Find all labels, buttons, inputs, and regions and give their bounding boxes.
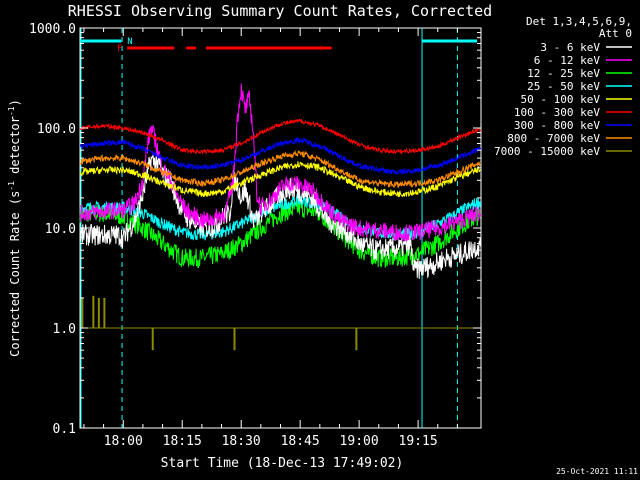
legend-label-300-800-kev: 300 - 800 keV — [514, 119, 600, 132]
series-group — [79, 83, 481, 351]
axes: 1000.0 100.0 10.0 1.0 0.1 18:00 18:15 18:30 18:4… — [29, 22, 481, 449]
legend-label-3-6-kev: 3 - 6 keV — [540, 41, 600, 54]
x-tick-label: 18:30 — [222, 434, 261, 449]
flag-bars: FN — [80, 28, 478, 428]
y-tick-label: 100.0 — [37, 122, 76, 137]
y-tick-label: 1000.0 — [29, 22, 76, 37]
legend-label-7000-15000-kev: 7000 - 15000 keV — [494, 145, 600, 158]
legend-label-800-7000-kev: 800 - 7000 keV — [507, 132, 600, 145]
y-axis-label: Corrected Count Rate (s-1 detector-1) — [7, 99, 22, 357]
timestamp: 25-Oct-2021 11:11 — [556, 467, 638, 476]
legend-title: Det 1,3,4,5,6,9, — [526, 15, 632, 28]
legend-label-12-25-kev: 12 - 25 keV — [527, 67, 600, 80]
y-tick-label: 10.0 — [45, 222, 76, 237]
y-tick-label: 1.0 — [53, 322, 76, 337]
x-tick-label: 19:15 — [399, 434, 438, 449]
y-tick-label: 0.1 — [53, 422, 76, 437]
x-tick-label: 18:00 — [104, 434, 143, 449]
x-tick-label: 18:15 — [163, 434, 202, 449]
legend-label-100-300-kev: 100 - 300 keV — [514, 106, 600, 119]
series-line-800-7000-kev — [79, 149, 481, 188]
legend-title: Att 0 — [599, 27, 632, 40]
series-line-12-25-kev — [79, 199, 481, 269]
series-line-300-800-kev — [79, 136, 481, 175]
series-line-50-100-kev — [79, 161, 481, 198]
flag-label-n: N — [127, 37, 132, 47]
x-tick-label: 18:45 — [281, 434, 320, 449]
flag-label-f: F — [117, 44, 122, 54]
legend-label-50-100-kev: 50 - 100 keV — [521, 93, 601, 106]
series-line-100-300-kev — [79, 118, 481, 156]
x-axis-label: Start Time (18-Dec-13 17:49:02) — [161, 456, 404, 471]
chart-title: RHESSI Observing Summary Count Rates, Co… — [68, 2, 492, 20]
series-line-6-12-kev — [79, 83, 481, 242]
x-tick-label: 19:00 — [340, 434, 379, 449]
legend-label-6-12-kev: 6 - 12 keV — [534, 54, 601, 67]
legend-label-25-50-kev: 25 - 50 keV — [527, 80, 600, 93]
